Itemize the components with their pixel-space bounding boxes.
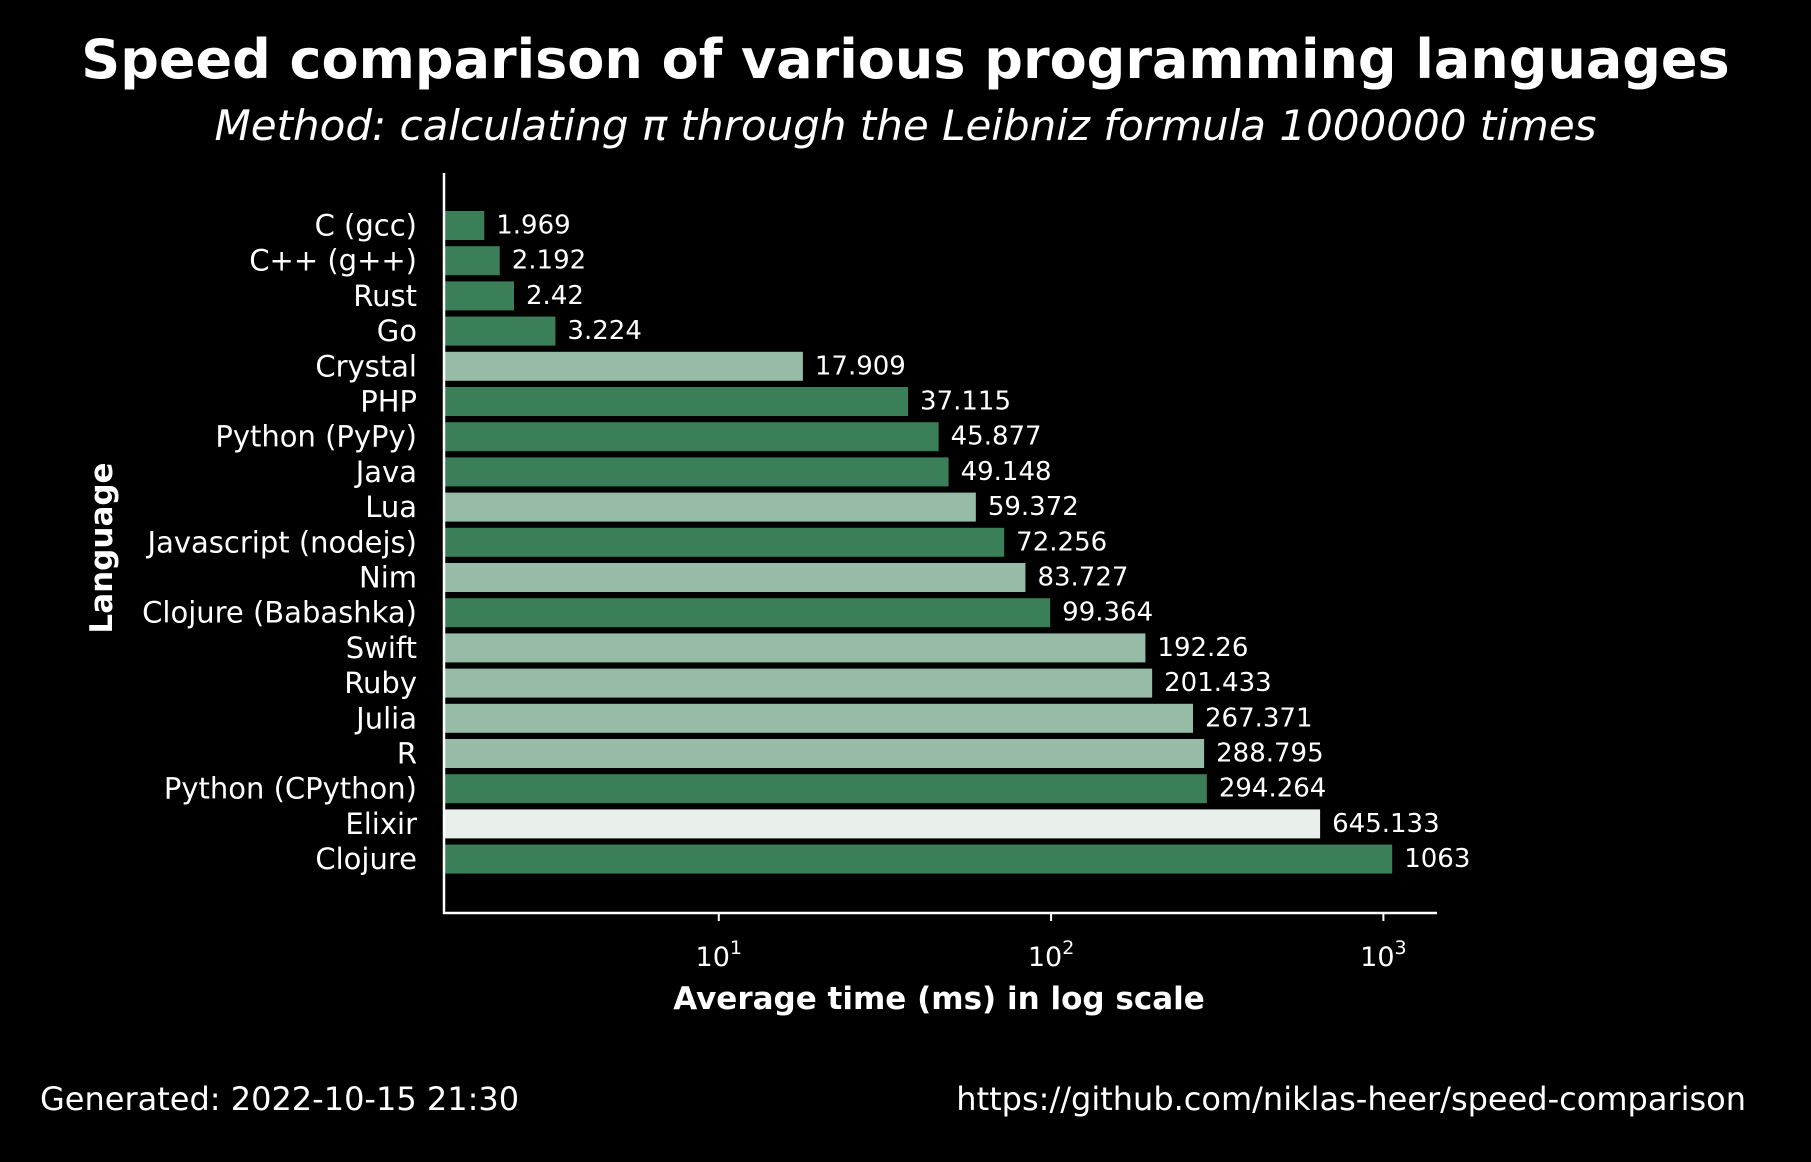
bar-value-label: 83.727: [1037, 563, 1128, 593]
category-label: Java: [354, 455, 417, 489]
bar-value-label: 1063: [1404, 844, 1470, 874]
bar-value-label: 192.26: [1157, 633, 1248, 663]
category-label: Python (CPython): [164, 772, 417, 806]
category-label: Swift: [346, 631, 417, 665]
bar-value-label: 49.148: [961, 457, 1052, 487]
chart-subtitle: Method: calculating π through the Leibni…: [214, 101, 1597, 150]
y-axis-label: Language: [84, 462, 120, 633]
bar: [445, 387, 909, 416]
category-label: Go: [377, 314, 417, 348]
bar: [445, 211, 485, 240]
x-tick-label: 102: [1028, 937, 1074, 973]
bar: [445, 598, 1051, 628]
bar: [445, 809, 1321, 839]
bar-value-label: 1.969: [496, 211, 570, 241]
bar: [445, 457, 949, 487]
bar: [445, 351, 803, 381]
category-label: R: [397, 737, 417, 771]
bar-value-label: 645.133: [1332, 809, 1440, 839]
category-label: Lua: [365, 490, 417, 524]
value-labels-group: 1.969 2.192 2.42 3.224 17.909 37.115 45.877 49.…: [496, 211, 1470, 875]
bar: [445, 739, 1205, 768]
bar-value-label: 45.877: [951, 422, 1042, 452]
chart-title: Speed comparison of various programming …: [81, 28, 1730, 91]
bar-value-label: 72.256: [1016, 527, 1107, 557]
bar: [445, 316, 556, 346]
bar-value-label: 59.372: [988, 492, 1079, 522]
bar-value-label: 201.433: [1164, 668, 1272, 698]
bar: [445, 281, 515, 311]
bar-value-label: 294.264: [1219, 774, 1327, 804]
category-label: Clojure: [315, 842, 417, 876]
x-tick-label: 103: [1360, 937, 1406, 973]
bars-group: [445, 211, 1393, 874]
category-label: Python (PyPy): [215, 420, 417, 454]
bar: [445, 246, 500, 276]
bar-value-label: 288.795: [1216, 739, 1324, 769]
generated-timestamp: Generated: 2022-10-15 21:30: [40, 1080, 520, 1118]
category-label: Javascript (nodejs): [146, 525, 417, 559]
bar: [445, 774, 1207, 804]
bar: [445, 844, 1393, 874]
bar-value-label: 99.364: [1062, 598, 1153, 628]
category-label: Clojure (Babashka): [142, 596, 417, 630]
category-label: C++ (g++): [249, 244, 417, 278]
bar: [445, 668, 1153, 698]
bar: [445, 633, 1146, 663]
category-label: Julia: [354, 701, 417, 735]
bar: [445, 703, 1194, 733]
bar-value-label: 3.224: [567, 316, 641, 346]
category-label: PHP: [360, 385, 417, 419]
bar: [445, 563, 1026, 592]
category-label: Elixir: [345, 807, 417, 841]
category-label: Rust: [353, 279, 417, 313]
source-url[interactable]: https://github.com/niklas-heer/speed-com…: [956, 1080, 1746, 1118]
category-label: Nim: [359, 561, 417, 595]
bar-value-label: 267.371: [1205, 703, 1313, 733]
bar: [445, 492, 976, 522]
x-ticks-group: 101 102 103: [696, 913, 1407, 973]
category-label: C (gcc): [315, 209, 417, 243]
bar-value-label: 17.909: [815, 351, 906, 381]
bar-value-label: 2.192: [512, 246, 586, 276]
bar-value-label: 37.115: [920, 387, 1011, 417]
bar: [445, 527, 1005, 557]
x-tick-label: 101: [696, 937, 742, 973]
category-label: Crystal: [315, 349, 417, 383]
x-axis-label: Average time (ms) in log scale: [673, 981, 1205, 1017]
category-label: Ruby: [344, 666, 417, 700]
bar: [445, 422, 939, 452]
bar-value-label: 2.42: [526, 281, 584, 311]
